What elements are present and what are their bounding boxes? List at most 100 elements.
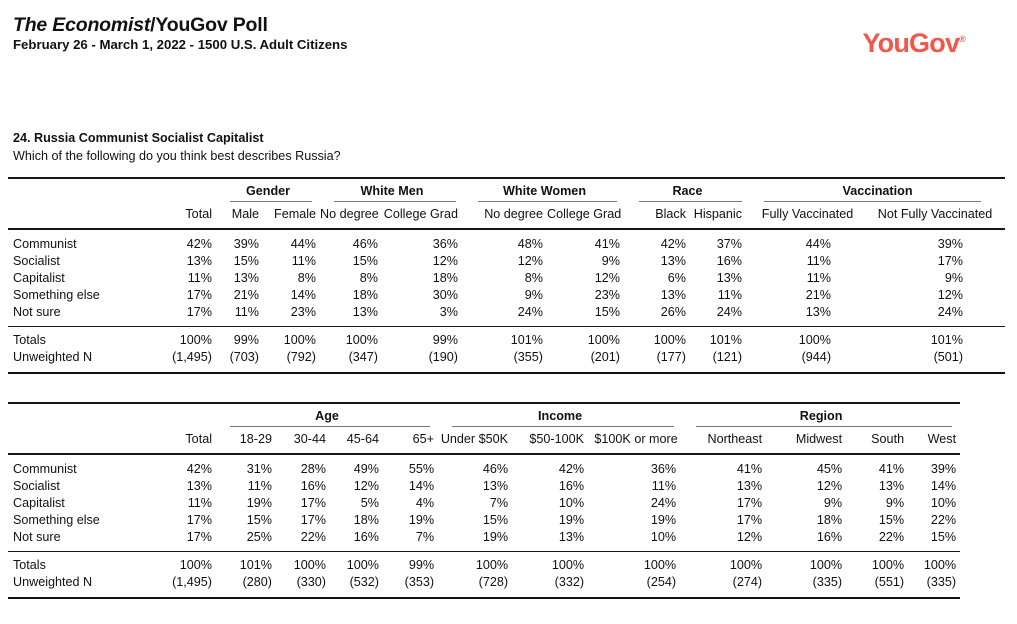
row-label-not-sure: Not sure xyxy=(13,530,61,544)
cell: 24% xyxy=(937,305,964,319)
column-header-college-grad: College Grad xyxy=(382,202,464,230)
cell: 44% xyxy=(805,237,832,251)
column-header-under-50k: Under $50K xyxy=(438,427,513,455)
cell: 17% xyxy=(186,305,212,319)
cell: 16% xyxy=(716,254,743,268)
column-header-no-degree: No degree xyxy=(464,202,547,230)
cell: 42% xyxy=(558,462,585,476)
cell: 41% xyxy=(736,462,763,476)
cell: 19% xyxy=(558,513,585,527)
group-underline xyxy=(639,201,743,202)
cell: 10% xyxy=(650,530,677,544)
cell: (177) xyxy=(656,350,686,364)
cell: 13% xyxy=(558,530,585,544)
cell: (1,495) xyxy=(172,575,212,589)
question-text: Which of the following do you think best… xyxy=(13,149,341,163)
cell: 101% xyxy=(239,558,272,572)
cell: 14% xyxy=(290,288,316,302)
cell: 15% xyxy=(482,513,509,527)
title-yougov-poll: /YouGov Poll xyxy=(150,14,268,36)
group-label: White Women xyxy=(502,184,587,198)
cell: 13% xyxy=(716,271,743,285)
yougov-logo: YouGov® xyxy=(862,25,965,57)
cell: 7% xyxy=(489,496,509,510)
cell: 19% xyxy=(482,530,509,544)
group-underline xyxy=(452,426,675,427)
cell: 15% xyxy=(594,305,620,319)
cell: 11% xyxy=(187,496,212,510)
group-label: Age xyxy=(315,409,339,423)
cell: 11% xyxy=(806,254,832,268)
column-header-30-44: 30-44 xyxy=(276,427,330,455)
cell: (121) xyxy=(712,350,743,364)
column-header-college-grad: College Grad xyxy=(547,202,625,230)
cell: 39% xyxy=(937,237,964,251)
cell: 12% xyxy=(353,479,379,493)
cell: 12% xyxy=(816,479,843,493)
cell: 100% xyxy=(345,333,378,347)
cell: 100% xyxy=(653,333,686,347)
cell: 16% xyxy=(300,479,326,493)
row-label-unweighted-n: Unweighted N xyxy=(13,350,93,364)
cell: 101% xyxy=(709,333,743,347)
group-underline xyxy=(334,201,456,202)
group-header-vaccination: Vaccination xyxy=(750,178,1005,202)
cell: 17% xyxy=(736,496,763,510)
cell: 13% xyxy=(352,305,378,319)
cell: 24% xyxy=(716,305,743,319)
title-block: The Economist/YouGov Poll February 26 - … xyxy=(13,14,347,53)
cell: (335) xyxy=(926,575,957,589)
cell: 23% xyxy=(594,288,620,302)
cell: 100% xyxy=(179,333,212,347)
cell: 49% xyxy=(353,462,379,476)
question-block: 24. Russia Communist Socialist Capitalis… xyxy=(13,129,1017,165)
group-underline xyxy=(230,201,312,202)
group-header-white-men: White Men xyxy=(320,178,464,202)
table-corner xyxy=(8,403,216,427)
cell: 14% xyxy=(408,479,435,493)
cell: 6% xyxy=(667,271,686,285)
row-label-something-else: Something else xyxy=(13,513,100,527)
cell: 10% xyxy=(930,496,957,510)
cell: 11% xyxy=(247,479,272,493)
title-economist: The Economist xyxy=(13,14,151,36)
row-label-socialist: Socialist xyxy=(13,254,60,268)
cell: 45% xyxy=(816,462,843,476)
cell: (254) xyxy=(646,575,677,589)
cell: (280) xyxy=(242,575,272,589)
table-corner xyxy=(8,178,216,202)
cell: 7% xyxy=(415,530,435,544)
cell: 23% xyxy=(290,305,316,319)
cell: 101% xyxy=(510,333,543,347)
cell: 46% xyxy=(482,462,509,476)
cell: 100% xyxy=(729,558,763,572)
cell: 21% xyxy=(233,288,259,302)
cell: 13% xyxy=(878,479,905,493)
poll-subtitle: February 26 - March 1, 2022 - 1500 U.S. … xyxy=(13,37,348,52)
cell: (274) xyxy=(732,575,763,589)
cell: 100% xyxy=(179,558,212,572)
column-header-100k-or-more: $100K or more xyxy=(590,427,683,455)
row-label-totals: Totals xyxy=(13,333,46,347)
group-header-income: Income xyxy=(438,403,682,427)
cell: 25% xyxy=(246,530,272,544)
cell: 12% xyxy=(517,254,543,268)
row-label-header xyxy=(8,202,170,230)
cell: 17% xyxy=(937,254,964,268)
group-underline xyxy=(478,201,617,202)
group-underline xyxy=(696,426,953,427)
row-label-communist: Communist xyxy=(13,462,77,476)
cell: 16% xyxy=(353,530,379,544)
cell: 28% xyxy=(300,462,326,476)
cell: (792) xyxy=(286,350,316,364)
cell: (332) xyxy=(554,575,585,589)
cell: 18% xyxy=(352,288,378,302)
cell: 5% xyxy=(360,496,379,510)
column-header-south: South xyxy=(848,427,909,455)
cell: (1,495) xyxy=(172,350,212,364)
column-header-female: Female xyxy=(263,202,320,230)
cell: 17% xyxy=(300,496,326,510)
cell: 11% xyxy=(651,479,677,493)
cell: 13% xyxy=(660,254,686,268)
cell: (501) xyxy=(933,350,964,364)
